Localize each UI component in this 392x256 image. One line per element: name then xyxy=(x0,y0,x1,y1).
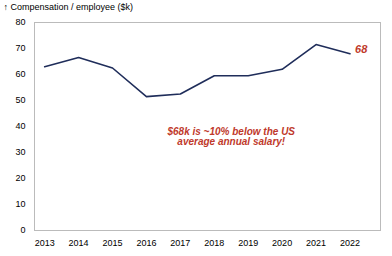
svg-text:70: 70 xyxy=(15,43,25,53)
svg-text:2016: 2016 xyxy=(136,238,156,248)
svg-text:2022: 2022 xyxy=(340,238,360,248)
svg-text:2015: 2015 xyxy=(103,238,123,248)
svg-text:10: 10 xyxy=(15,199,25,209)
svg-text:30: 30 xyxy=(15,147,25,157)
svg-text:2013: 2013 xyxy=(35,238,55,248)
svg-text:2019: 2019 xyxy=(238,238,258,248)
svg-text:2021: 2021 xyxy=(306,238,326,248)
svg-text:40: 40 xyxy=(15,121,25,131)
svg-text:$68k is ~10% below the USavera: $68k is ~10% below the USaverage annual … xyxy=(166,126,295,147)
svg-text:60: 60 xyxy=(15,69,25,79)
svg-text:68: 68 xyxy=(355,43,368,55)
svg-text:50: 50 xyxy=(15,95,25,105)
svg-text:2014: 2014 xyxy=(69,238,89,248)
svg-text:20: 20 xyxy=(15,173,25,183)
svg-text:↑ Compensation / employee ($k): ↑ Compensation / employee ($k) xyxy=(4,2,134,12)
svg-text:80: 80 xyxy=(15,17,25,27)
svg-text:2020: 2020 xyxy=(272,238,292,248)
svg-text:2018: 2018 xyxy=(204,238,224,248)
svg-text:2017: 2017 xyxy=(170,238,190,248)
svg-text:0: 0 xyxy=(20,225,25,235)
